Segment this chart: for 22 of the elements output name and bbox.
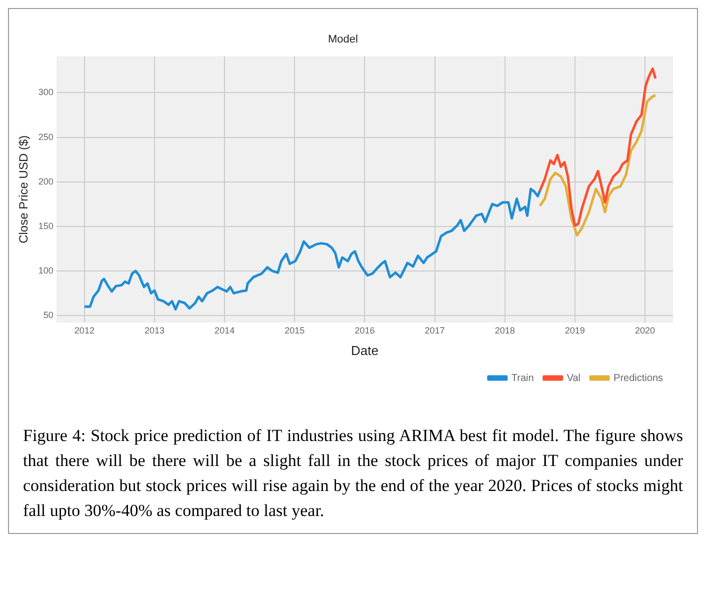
y-tick-label: 50 [43, 310, 54, 320]
y-tick-label: 250 [38, 132, 54, 142]
x-axis-title: Date [350, 342, 378, 358]
y-tick-label: 200 [38, 176, 54, 186]
x-tick-label: 2012 [74, 325, 94, 336]
legend-label: Predictions [614, 372, 663, 384]
x-tick-label: 2018 [494, 325, 515, 336]
x-tick-label: 2019 [564, 325, 585, 336]
y-tick-label: 100 [38, 265, 54, 276]
x-tick-label: 2013 [144, 325, 165, 336]
caption: Figure 4: Stock price prediction of IT industries using ARIMA best fit model. The figure shows that there will be there will be a slight fall in the stock prices of major IT companies under consideration but stock prices will rise again by the end of the year 2020. Prices of stocks might fall upto 30%-40% as compared to last year. [22, 425, 684, 522]
x-tick-label: 2015 [284, 325, 305, 336]
x-tick-label: 2016 [354, 325, 375, 336]
y-axis-title: Close Price USD ($) [16, 135, 31, 244]
x-tick-label: 2017 [424, 325, 445, 336]
x-tick-label: 2014 [214, 325, 235, 336]
chart-title: Model [328, 34, 358, 46]
legend-label: Val [566, 372, 581, 384]
y-tick-label: 300 [38, 87, 54, 98]
legend-label: Train [511, 372, 534, 384]
y-tick-label: 150 [38, 220, 54, 231]
x-tick-label: 2020 [634, 325, 655, 336]
